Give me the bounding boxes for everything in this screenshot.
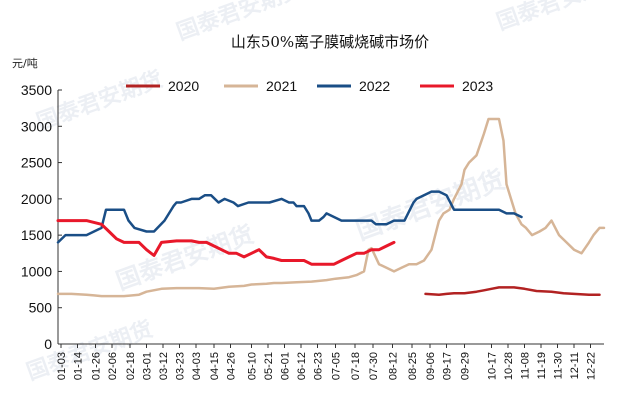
x-tick-label: 03-01 [142,352,154,380]
y-tick-label: 1500 [21,227,52,243]
y-tick-label: 0 [44,336,52,352]
series-line-2021 [56,117,606,298]
y-tick-label: 3000 [21,118,52,134]
x-tick-label: 02-06 [107,352,119,380]
x-tick-label: 11-08 [520,352,532,379]
x-tick-label: 08-25 [407,352,419,380]
svg-text:国泰君安期货: 国泰君安期货 [112,220,257,296]
x-tick-label: 04-26 [226,352,238,380]
x-tick-label: 09-29 [460,352,472,380]
x-tick-label: 10-28 [503,352,515,380]
x-tick-label: 06-23 [313,352,325,380]
svg-text:国泰君安期货: 国泰君安期货 [493,0,620,36]
series-line-2020 [424,286,601,296]
x-tick-label: 05-10 [247,352,259,380]
x-tick-label: 07-05 [331,352,343,380]
series-layer [56,117,606,298]
svg-text:国泰君安期货: 国泰君安期货 [33,66,166,136]
y-tick-label: 3500 [21,82,52,98]
legend: 2020 2021 2022 2023 [126,78,493,94]
svg-text:国泰君安期货: 国泰君安期货 [352,164,509,246]
x-tick-label: 11-30 [553,352,565,379]
y-axis-unit-label: 元/吨 [12,57,38,70]
y-tick-label: 2500 [21,155,52,171]
series-line-2022 [56,190,523,244]
x-tick-label: 12-11 [569,352,581,379]
legend-label-2022: 2022 [359,78,390,94]
series-line-2023 [56,219,396,266]
x-tick-label: 02-18 [125,352,137,380]
x-tick-label: 01-14 [73,352,85,380]
x-tick-label: 03-23 [175,352,187,380]
chart-title: 山东50%离子膜碱烧碱市场价 [231,33,429,51]
y-axis: 0 500 1000 1500 2000 2500 3000 3500 [21,82,62,352]
x-tick-label: 06-01 [280,352,292,380]
x-tick-label: 07-30 [368,352,380,380]
legend-label-2023: 2023 [462,78,493,94]
x-tick-label: 12-22 [586,352,598,380]
x-tick-label: 05-21 [263,352,275,380]
x-tick-label: 04-03 [191,352,203,380]
x-axis: 01-03 01-14 01-26 02-06 02-18 03-01 03-12 03-23… [56,343,604,380]
x-tick-label: 09-17 [442,352,454,380]
x-tick-label: 03-12 [158,352,170,380]
x-tick-label: 01-26 [91,352,103,380]
x-tick-label: 11-19 [536,352,548,379]
y-tick-label: 2000 [21,191,52,207]
x-tick-label: 09-06 [425,352,437,380]
x-tick-label: 01-03 [56,352,68,380]
y-tick-label: 500 [29,300,53,316]
x-tick-label: 06-12 [296,352,308,380]
x-tick-label: 04-15 [209,352,221,380]
x-tick-label: 07-18 [350,352,362,380]
legend-label-2021: 2021 [266,78,297,94]
watermark-layer: 国泰君安期货 国泰君安期货 国泰君安期货 国泰君安期货 国泰君安期货 国泰君安期… [23,0,620,386]
x-tick-label: 08-12 [388,352,400,380]
legend-label-2020: 2020 [168,78,199,94]
y-tick-label: 1000 [21,263,52,279]
x-tick-label: 10-17 [487,352,499,380]
